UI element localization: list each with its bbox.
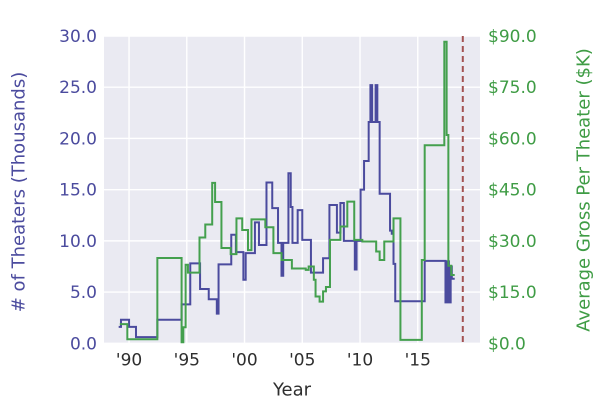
svg-text:'95: '95: [174, 350, 200, 370]
svg-text:$45.0: $45.0: [488, 181, 537, 201]
svg-text:10.0: 10.0: [59, 232, 97, 252]
svg-text:$30.0: $30.0: [488, 232, 537, 252]
svg-text:$15.0: $15.0: [488, 283, 537, 303]
svg-text:5.0: 5.0: [70, 283, 97, 303]
svg-text:$90.0: $90.0: [488, 27, 537, 47]
theaters-thousands-line: [118, 84, 455, 339]
svg-text:'05: '05: [289, 350, 315, 370]
svg-text:'15: '15: [405, 350, 431, 370]
svg-text:'90: '90: [116, 350, 142, 370]
right-tick-labels: $0.0 $15.0 $30.0 $45.0 $60.0 $75.0 $90.0: [488, 27, 537, 354]
left-axis-title: # of Theaters (Thousands): [8, 71, 30, 313]
svg-text:25.0: 25.0: [59, 78, 97, 98]
left-tick-labels: 0.0 5.0 10.0 15.0 20.0 25.0 30.0: [59, 27, 97, 354]
svg-text:'10: '10: [347, 350, 373, 370]
x-axis-title: Year: [272, 379, 312, 401]
svg-text:15.0: 15.0: [59, 181, 97, 201]
svg-text:'00: '00: [231, 350, 257, 370]
svg-text:$75.0: $75.0: [488, 78, 537, 98]
right-axis-title: Average Gross Per Theater ($K): [573, 48, 595, 332]
svg-text:$60.0: $60.0: [488, 129, 537, 149]
svg-text:0.0: 0.0: [70, 334, 97, 354]
svg-text:30.0: 30.0: [59, 27, 97, 47]
avg-gross-per-theater-k-line: [119, 40, 455, 344]
x-tick-labels: '90 '95 '00 '05 '10 '15: [116, 350, 431, 370]
svg-text:20.0: 20.0: [59, 129, 97, 149]
gridlines: [104, 35, 480, 344]
svg-text:$0.0: $0.0: [488, 334, 526, 354]
